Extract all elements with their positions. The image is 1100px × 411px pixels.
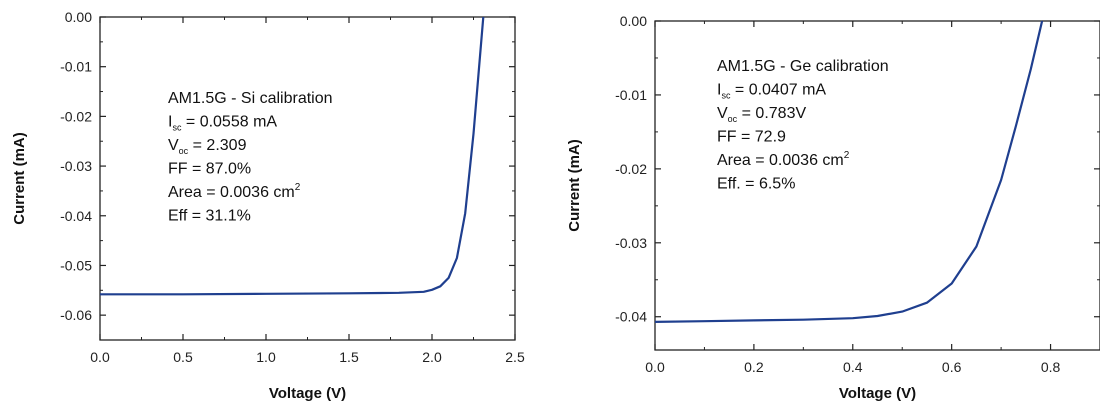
y-tick-label: -0.01 [60,59,92,75]
y-tick-label: -0.06 [60,307,92,323]
x-tick-label: 0.5 [173,349,193,365]
voc-value: = 2.309 [188,137,246,154]
y-tick-label: 0.00 [620,13,647,29]
voc-value: = 0.783V [737,105,806,122]
area-value: Area = 0.0036 cm [168,184,295,201]
y-tick-label: -0.02 [615,161,647,177]
annotation-area: Area = 0.0036 cm2 [168,182,301,201]
voc-subscript: oc [728,114,738,124]
annotation-efficiency: Eff = 31.1% [168,208,251,225]
y-tick-label: -0.03 [60,158,92,174]
y-tick-label: -0.04 [60,208,92,224]
annotation-voc: Voc = 0.783V [717,105,806,124]
isc-value: = 0.0407 mA [730,82,826,99]
area-superscript: 2 [295,182,301,193]
y-tick-label: -0.03 [615,235,647,251]
x-tick-label: 0.8 [1041,359,1061,375]
y-tick-label: -0.01 [615,87,647,103]
y-axis-title: Current (mA) [566,139,583,232]
annotation-ff: FF = 72.9 [717,129,786,146]
x-tick-label: 0.2 [744,359,764,375]
annotation-title: AM1.5G - Ge calibration [717,58,889,75]
isc-value: = 0.0558 mA [181,114,277,131]
plot-frame [654,20,1100,351]
annotation-isc: Isc = 0.0558 mA [168,114,277,133]
area-value: Area = 0.0036 cm [717,152,844,169]
voc-symbol: V [717,105,728,122]
x-tick-label: 2.0 [422,349,442,365]
y-axis-title: Current (mA) [11,132,28,225]
x-axis-title: Voltage (V) [269,385,346,402]
plot-frame [99,16,516,341]
chart-panel-si: 0.0 0.5 1.0 1.5 2.0 2.5 0.00 -0.01 -0.02 -0.03 -0.… [0,0,545,411]
annotation-ff: FF = 87.0% [168,161,251,178]
x-axis-title: Voltage (V) [839,385,916,402]
y-tick-label: -0.04 [615,309,647,325]
area-superscript: 2 [844,150,850,161]
isc-symbol: I [168,114,172,131]
x-tick-label: 0.0 [90,349,110,365]
x-tick-label: 0.4 [843,359,863,375]
annotation-voc: Voc = 2.309 [168,137,247,156]
x-tick-label: 0.0 [645,359,665,375]
isc-symbol: I [717,82,721,99]
x-tick-label: 1.0 [256,349,276,365]
x-tick-label: 1.5 [339,349,359,365]
annotation-area: Area = 0.0036 cm2 [717,150,850,169]
iv-curve-chart-ge: 0.0 0.2 0.4 0.6 0.8 0.00 -0.01 -0.02 -0.03 -0.04 V… [566,13,1100,402]
annotation-title: AM1.5G - Si calibration [168,90,333,107]
x-tick-label: 0.6 [942,359,962,375]
chart-panel-ge: 0.0 0.2 0.4 0.6 0.8 0.00 -0.01 -0.02 -0.03 -0.04 V… [555,0,1100,411]
voc-symbol: V [168,137,179,154]
y-tick-label: 0.00 [65,9,92,25]
voc-subscript: oc [179,146,189,156]
y-tick-label: -0.05 [60,257,92,273]
annotation-efficiency: Eff. = 6.5% [717,176,795,193]
isc-subscript: sc [172,123,182,133]
x-tick-label: 2.5 [505,349,525,365]
iv-curve-line [655,20,1044,323]
iv-curve-line [100,16,485,296]
isc-subscript: sc [721,91,731,101]
iv-curve-chart-si: 0.0 0.5 1.0 1.5 2.0 2.5 0.00 -0.01 -0.02 -0.03 -0.… [11,9,525,402]
y-tick-label: -0.02 [60,108,92,124]
annotation-isc: Isc = 0.0407 mA [717,82,826,101]
